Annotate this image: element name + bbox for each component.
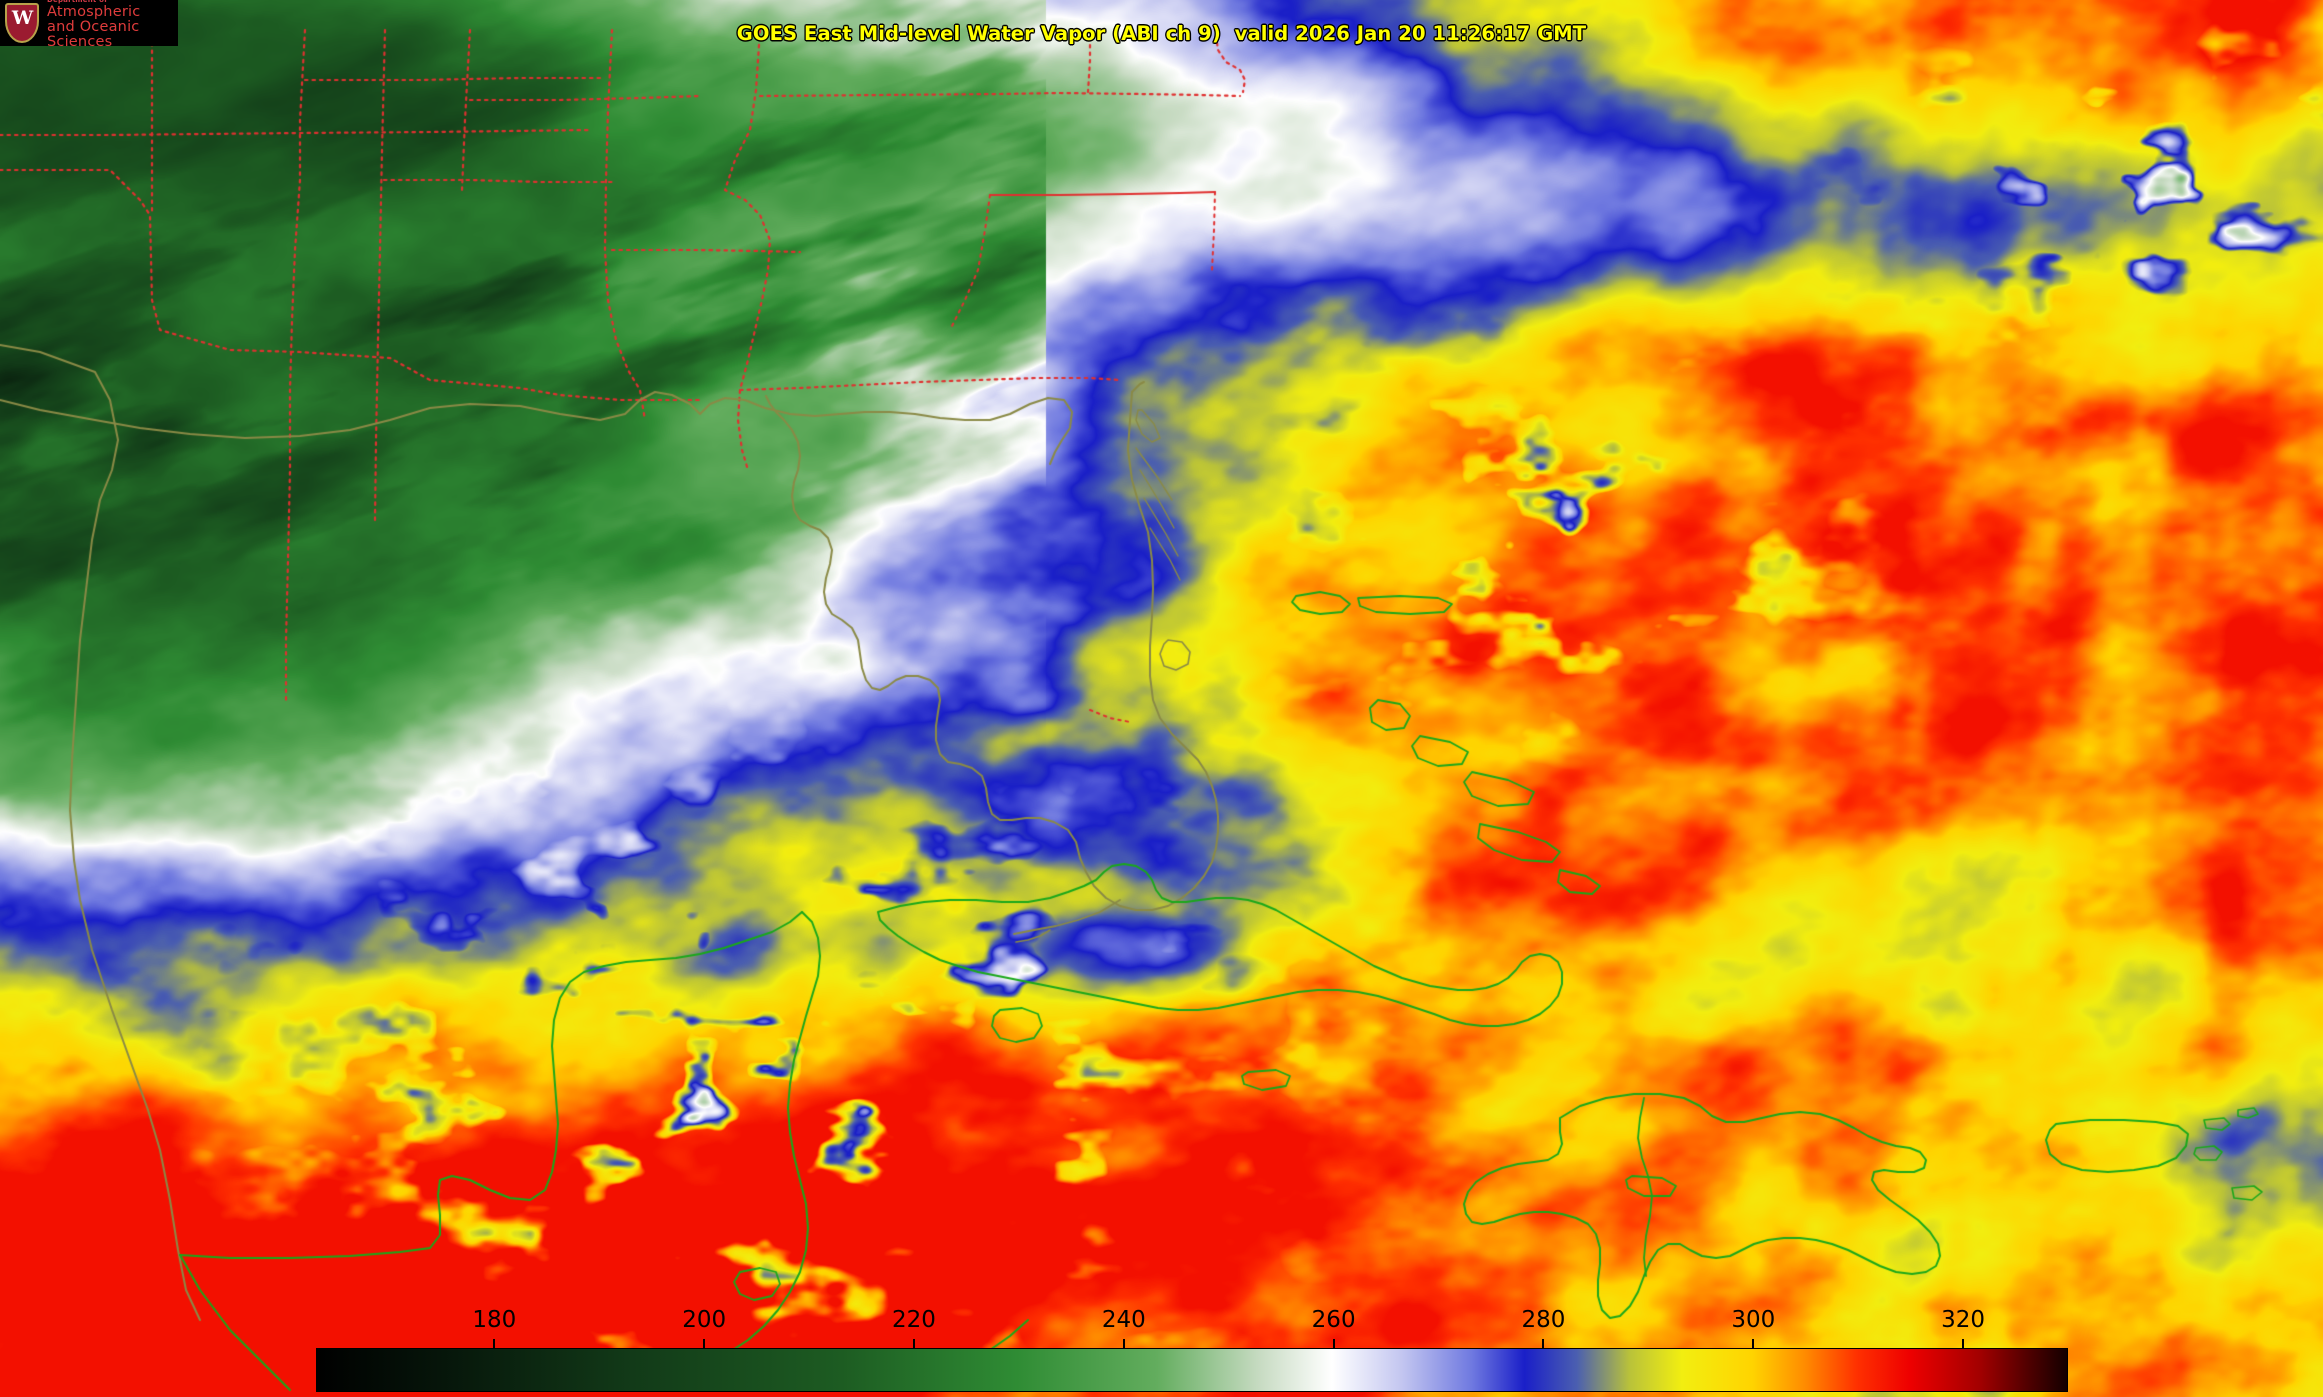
colorbar-tick-label: 180 [472, 1307, 517, 1333]
colorbar-tick-label: 200 [682, 1307, 727, 1333]
colorbar-tick-label: 240 [1101, 1307, 1146, 1333]
colorbar-tick-label: 320 [1941, 1307, 1986, 1333]
colorbar-tick-label: 280 [1521, 1307, 1566, 1333]
colorbar-tick-mark [1542, 1339, 1545, 1348]
colorbar-tick-label: 220 [892, 1307, 936, 1333]
colorbar-tick-mark [1122, 1339, 1125, 1348]
colorbar-tick-mark [1962, 1339, 1965, 1348]
colorbar-tick-label: 300 [1731, 1307, 1776, 1333]
logo-department-line: Department of [47, 0, 178, 4]
uw-aos-logo: W Department of Atmospheric and Oceanic … [0, 0, 178, 49]
colorbar-tick-mark [1752, 1339, 1755, 1348]
colorbar-tick-mark [1332, 1339, 1335, 1348]
colorbar: 180 200 220 240 260 280 300 320 [316, 1307, 2068, 1392]
logo-name-line1: Atmospheric [47, 3, 141, 20]
colorbar-tick-label: 260 [1311, 1307, 1356, 1333]
colorbar-tick-labels: 180 200 220 240 260 280 300 320 [316, 1306, 2068, 1340]
colorbar-gradient [316, 1348, 2068, 1392]
colorbar-tick-mark [703, 1339, 706, 1348]
colorbar-tick-mark [493, 1339, 496, 1348]
logo-name-line2: and Oceanic Sciences [47, 18, 140, 50]
colorbar-tick-mark [912, 1339, 915, 1348]
crest-w-letter: W [11, 7, 33, 29]
logo-text: Department of Atmospheric and Oceanic Sc… [47, 0, 178, 50]
colorbar-ticks [316, 1339, 2068, 1348]
uw-crest-icon: W [2, 1, 42, 45]
